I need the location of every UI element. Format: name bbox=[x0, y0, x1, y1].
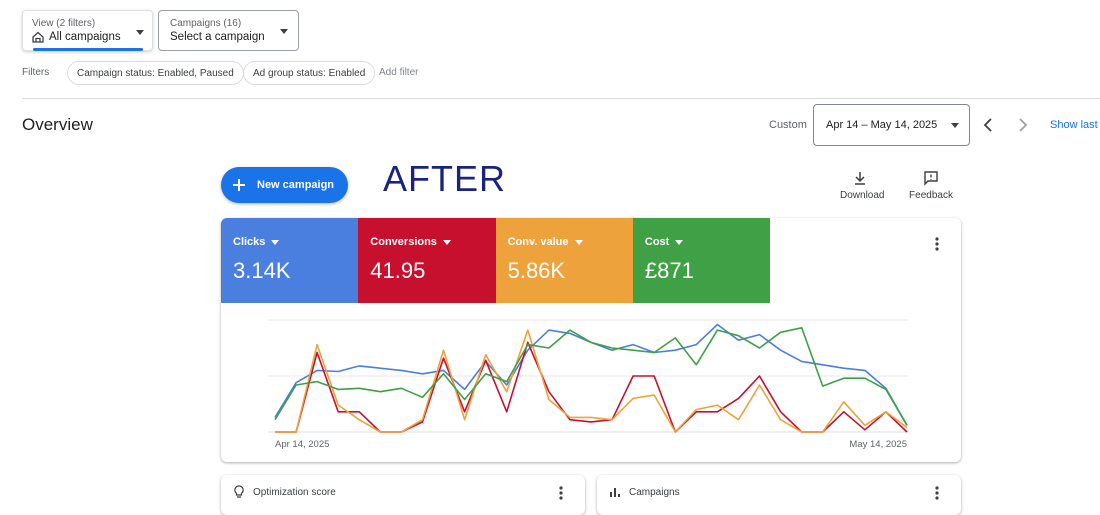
selected-indicator bbox=[33, 48, 143, 51]
date-range: Apr 14 – May 14, 2025 bbox=[826, 119, 938, 131]
view-value: All campaigns bbox=[49, 31, 121, 43]
campaigns-value: Select a campaign bbox=[170, 31, 265, 43]
next-button[interactable] bbox=[1015, 116, 1031, 134]
campaigns-card: Campaigns bbox=[597, 475, 961, 515]
more-menu[interactable] bbox=[933, 236, 941, 252]
metric-value: 3.14K bbox=[233, 258, 291, 283]
metric-name: Conv. value bbox=[508, 236, 583, 248]
card-title: Optimization score bbox=[253, 487, 336, 498]
download-icon[interactable] bbox=[852, 170, 868, 186]
overview-title: Overview bbox=[22, 115, 93, 134]
x-tick-label: May 14, 2025 bbox=[849, 439, 907, 450]
show-last[interactable]: Show last bbox=[1050, 119, 1098, 131]
optimization-card: Optimization score bbox=[221, 475, 585, 515]
view-label: View (2 filters) bbox=[32, 18, 96, 29]
overview-card: Clicks 3.14K Conversions 41.95 Conv. value 5.… bbox=[221, 218, 961, 462]
annotation: AFTER bbox=[383, 158, 507, 199]
series-line bbox=[274, 327, 908, 426]
campaigns-label: Campaigns (16) bbox=[170, 18, 242, 29]
caret bbox=[271, 239, 280, 245]
metric-tile[interactable]: Conv. value 5.86K bbox=[495, 218, 633, 303]
new-campaign-button[interactable]: New campaign bbox=[221, 167, 348, 203]
filters-label: Filters bbox=[22, 67, 50, 78]
caret bbox=[280, 29, 288, 34]
caret bbox=[675, 239, 684, 245]
metric-name: Cost bbox=[645, 236, 684, 248]
card-title: Campaigns bbox=[629, 487, 680, 498]
new-campaign-label: New campaign bbox=[257, 179, 335, 191]
more-menu[interactable] bbox=[557, 485, 565, 501]
feedback-label[interactable]: Feedback bbox=[909, 190, 953, 201]
divider bbox=[22, 98, 1100, 99]
caret bbox=[442, 239, 451, 245]
filter-chip[interactable]: Campaign status: Enabled, Paused bbox=[67, 61, 244, 85]
bulb-icon bbox=[234, 485, 244, 498]
download-label[interactable]: Download bbox=[840, 190, 885, 201]
x-tick-label: Apr 14, 2025 bbox=[275, 439, 329, 450]
metric-tile[interactable]: Clicks 3.14K bbox=[221, 218, 359, 303]
metric-tile[interactable]: Conversions 41.95 bbox=[358, 218, 496, 303]
date-range-picker[interactable]: Apr 14 – May 14, 2025 bbox=[813, 104, 970, 146]
caret bbox=[951, 123, 959, 128]
metric-value: 5.86K bbox=[507, 258, 566, 283]
series-line bbox=[274, 323, 908, 426]
metric-tile[interactable]: Cost £871 bbox=[632, 218, 771, 303]
feedback-icon[interactable] bbox=[923, 170, 939, 186]
campaigns-dropdown[interactable]: Campaigns (16) Select a campaign bbox=[158, 10, 299, 51]
prev-button[interactable] bbox=[980, 116, 996, 134]
series-line bbox=[275, 329, 908, 433]
page: View (2 filters) All campaigns Campaigns… bbox=[22, 10, 1100, 500]
caret bbox=[136, 30, 144, 35]
more-menu[interactable] bbox=[933, 485, 941, 501]
caret bbox=[574, 239, 583, 245]
metric-value: £871 bbox=[644, 258, 694, 283]
metric-name: Conversions bbox=[370, 236, 451, 248]
view-dropdown[interactable]: View (2 filters) All campaigns bbox=[22, 10, 153, 51]
metric-value: 41.95 bbox=[370, 258, 426, 283]
plus-icon bbox=[233, 179, 245, 191]
home-icon bbox=[32, 31, 44, 43]
metric-name: Clicks bbox=[233, 236, 280, 248]
filter-chip[interactable]: Ad group status: Enabled bbox=[243, 61, 376, 85]
add-filter[interactable]: Add filter bbox=[379, 67, 419, 78]
chart: Apr 14, 2025 May 14, 2025 bbox=[268, 319, 908, 450]
range-label: Custom bbox=[769, 119, 807, 131]
bar-icon bbox=[610, 488, 620, 497]
